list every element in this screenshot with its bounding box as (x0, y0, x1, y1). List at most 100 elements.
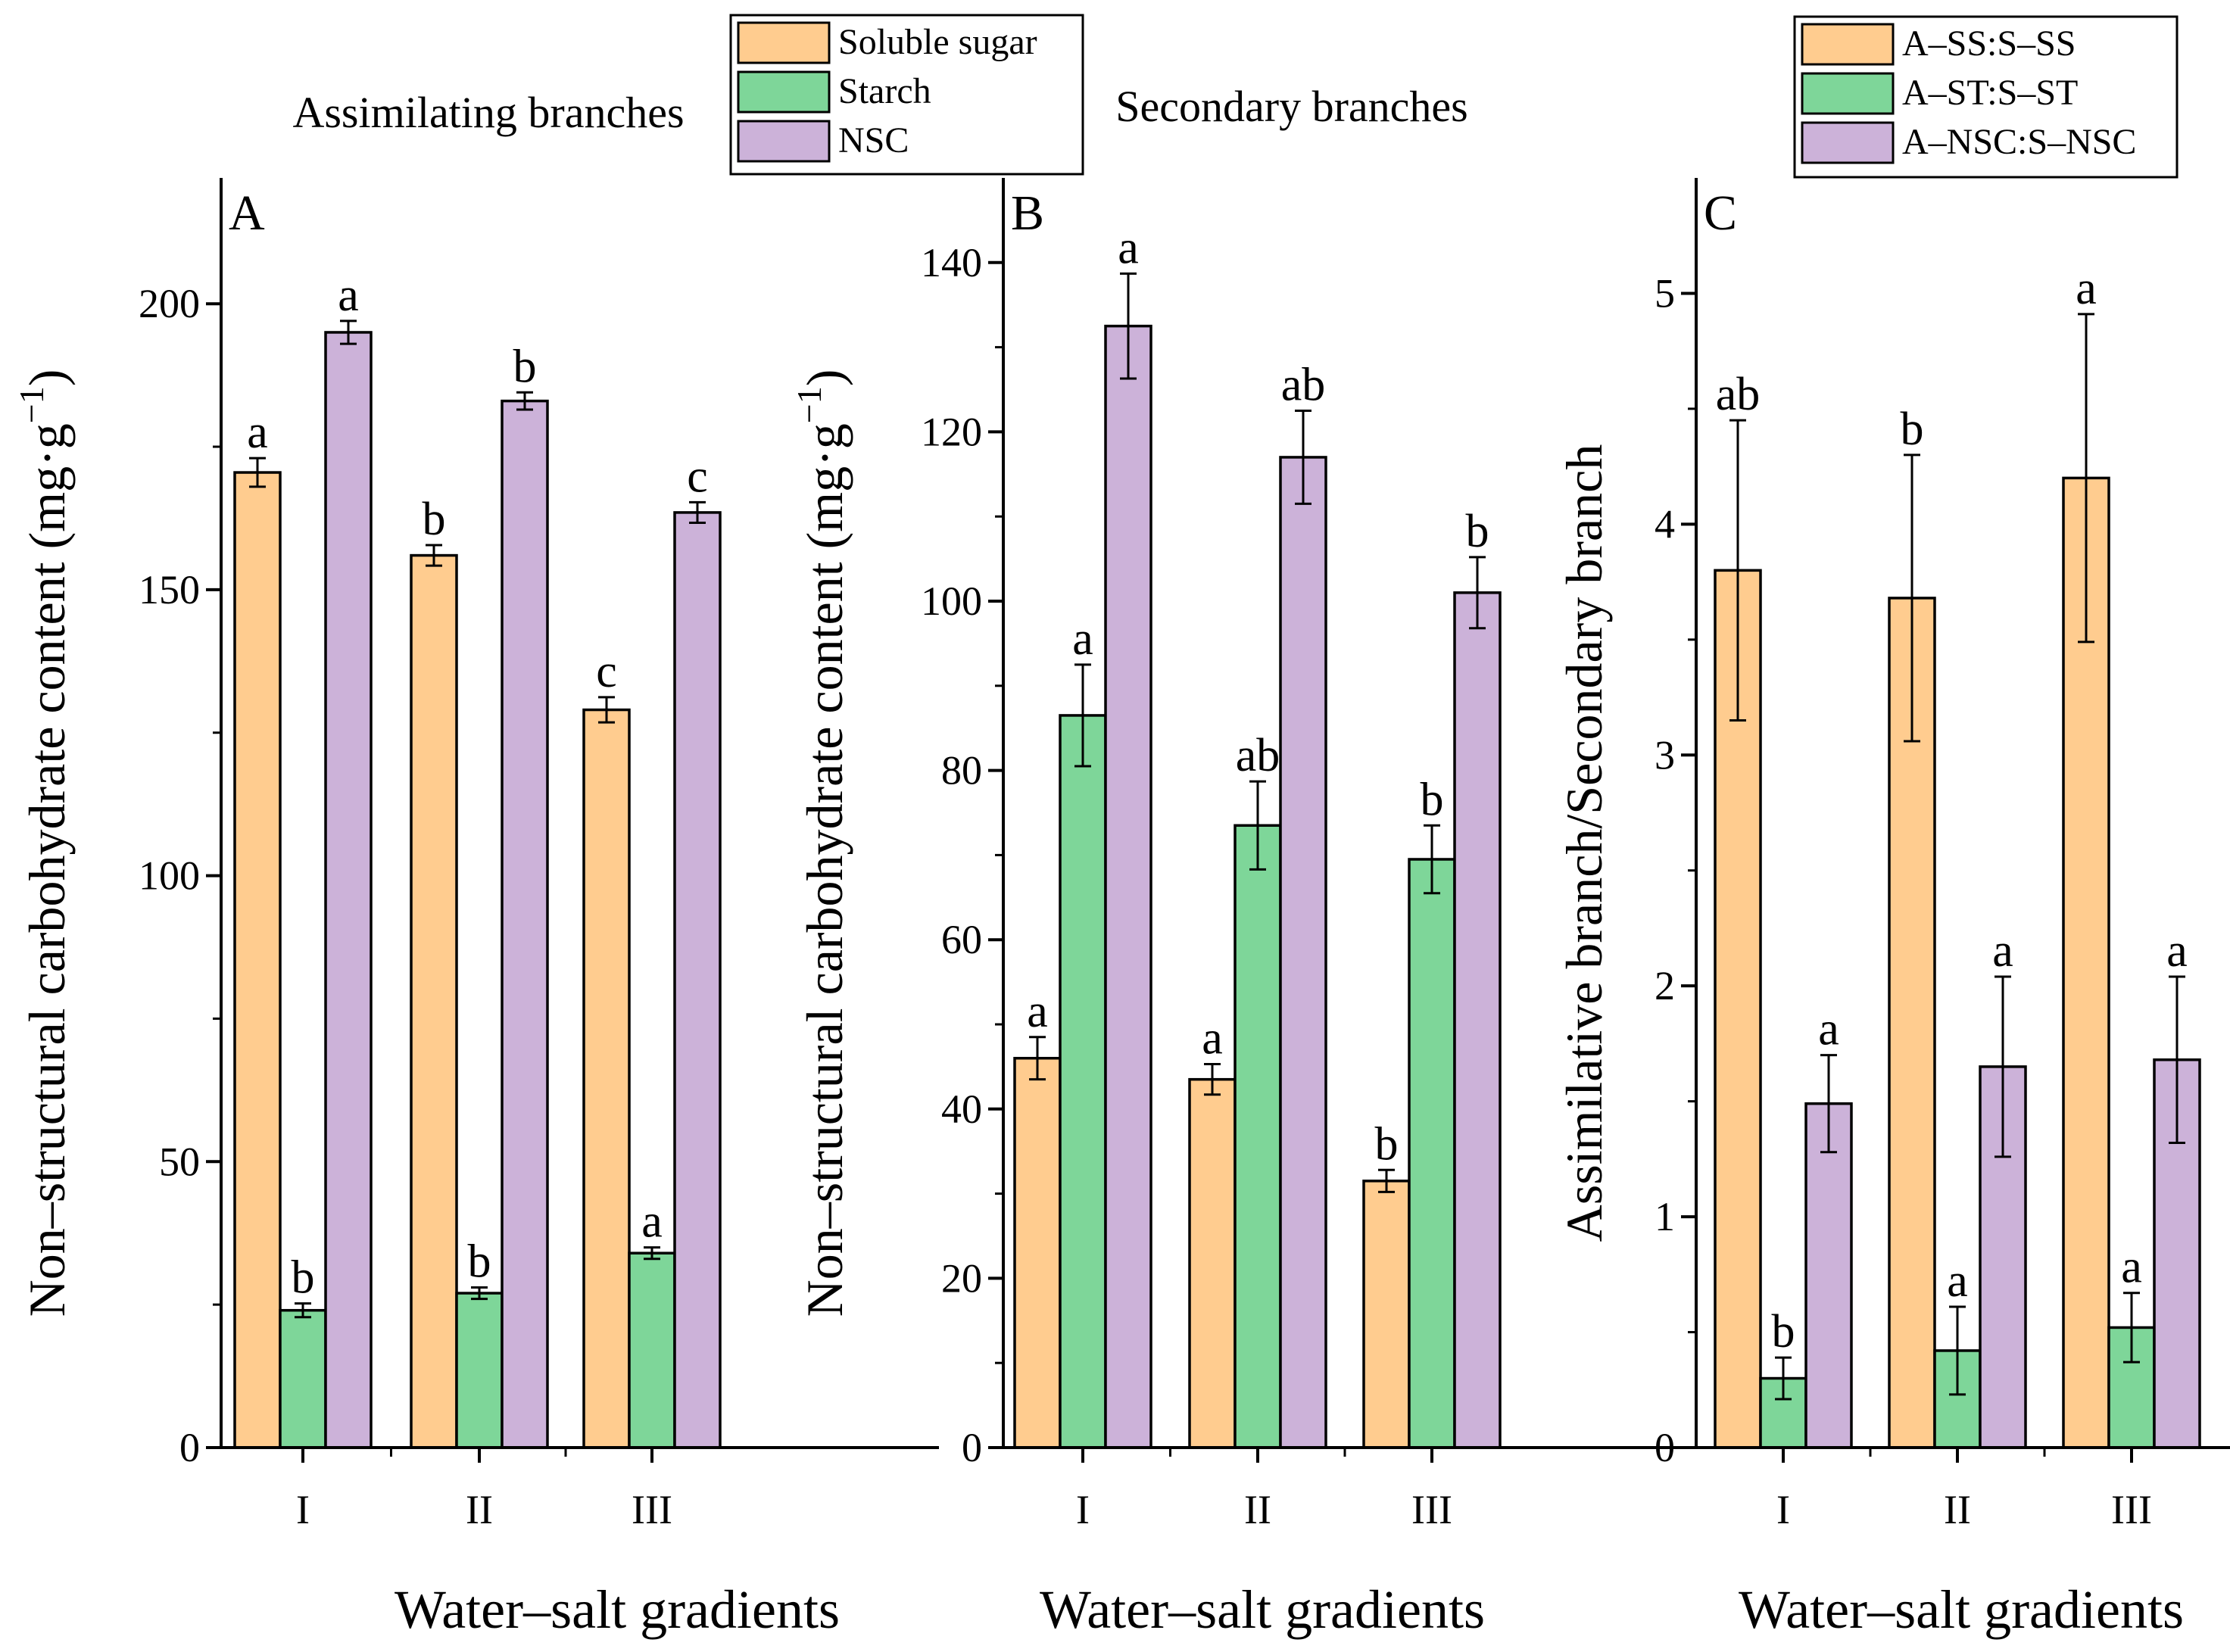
y-tick-label: 20 (941, 1255, 982, 1301)
y-axis-label: Non–structural carbohydrate content (mg·… (790, 369, 853, 1317)
y-tick-label: 50 (159, 1139, 200, 1184)
x-axis-label: Water–salt gradients (1040, 1579, 1485, 1640)
y-axis-label: Non–structural carbohydrate content (mg·… (12, 369, 76, 1317)
y-tick-label: 120 (921, 409, 982, 454)
y-tick-label: 2 (1655, 963, 1675, 1008)
bar-soluble-sugar-iii (582, 708, 631, 1449)
bar-soluble-sugar-ii (410, 553, 458, 1449)
x-tick-label: I (1776, 1487, 1790, 1532)
significance-letter: a (1072, 613, 1093, 665)
error-bar (249, 457, 266, 488)
bar-nsc-i (324, 331, 373, 1449)
y-axis-label: Assimilative branch/Secondary branch (1555, 444, 1613, 1242)
error-bar (689, 500, 706, 525)
significance-letter: b (468, 1236, 491, 1287)
x-tick-label: I (296, 1487, 310, 1532)
significance-letter: a (2076, 263, 2097, 314)
significance-letter: a (338, 270, 359, 321)
x-tick-label: II (466, 1487, 493, 1532)
significance-letter: a (1818, 1004, 1839, 1055)
y-tick-label: 4 (1655, 501, 1675, 547)
x-axis-label: Water–salt gradients (395, 1579, 840, 1640)
error-bar (1775, 1356, 1792, 1401)
legend-label: Starch (838, 71, 931, 111)
error-bar (1729, 419, 1746, 722)
error-bar (1029, 1036, 1046, 1081)
bar-soluble-sugar-iii (1362, 1180, 1411, 1449)
error-bar (471, 1286, 488, 1301)
legend-panel-c: A–SS:S–SS A–ST:S–ST A–NSC:S–NSC (1793, 15, 2179, 179)
error-bar (1949, 1305, 1966, 1396)
significance-letter: b (1901, 404, 1924, 455)
y-tick-label: 5 (1655, 270, 1675, 316)
error-bar (1204, 1063, 1221, 1096)
legend-label: Soluble sugar (838, 22, 1037, 62)
error-bar (1378, 1168, 1395, 1193)
y-tick-label: 200 (139, 281, 200, 326)
x-tick-label: III (1411, 1487, 1452, 1532)
legend-panel-a: Soluble sugar Starch NSC (729, 14, 1084, 176)
y-tick-label: 80 (941, 748, 982, 793)
significance-letter: c (596, 646, 617, 697)
y-tick-label: 0 (179, 1425, 200, 1470)
bar-a-nsc-s-nsc-i (1804, 1102, 1853, 1449)
y-tick-label: 3 (1655, 732, 1675, 778)
significance-letter: a (1947, 1255, 1968, 1307)
x-tick-label: III (2111, 1487, 2152, 1532)
bar-nsc-iii (1453, 591, 1502, 1449)
error-bar (1469, 556, 1486, 630)
legend-swatch (737, 70, 831, 114)
significance-letter: c (687, 450, 708, 502)
y-tick-label: 0 (1655, 1425, 1675, 1470)
error-bar (598, 696, 615, 724)
y-axis-label-superscript: −1 (790, 386, 828, 423)
x-axis-label: Water–salt gradients (1739, 1579, 2184, 1640)
significance-letter: b (1772, 1306, 1795, 1357)
legend-swatch (1801, 23, 1895, 66)
y-axis-label-close: ) (796, 369, 853, 387)
bar-soluble-sugar-i (233, 471, 282, 1449)
y-axis-label-text: Non–structural carbohydrate content (mg·… (18, 423, 76, 1317)
bar-nsc-ii (1279, 456, 1327, 1449)
significance-letter: a (1992, 925, 2013, 977)
error-bar (1120, 272, 1137, 380)
error-bar (1820, 1054, 1837, 1154)
x-tick-label: I (1076, 1487, 1090, 1532)
significance-letter: b (292, 1252, 315, 1304)
error-bar (1904, 454, 1920, 743)
error-bar (1074, 663, 1091, 768)
panel-subtitle: Assimilating branches (292, 88, 684, 137)
panel-subtitle: Secondary branches (1115, 82, 1467, 131)
x-tick-label: II (1944, 1487, 1971, 1532)
significance-letter: b (1466, 506, 1489, 557)
y-tick-label: 100 (139, 853, 200, 899)
x-tick-label: II (1244, 1487, 1271, 1532)
bar-starch-ii (1234, 824, 1282, 1449)
y-tick-label: 140 (921, 240, 982, 285)
significance-letter: ab (1716, 369, 1761, 420)
bar-nsc-iii (673, 511, 722, 1449)
error-bar (2123, 1292, 2140, 1364)
y-tick-label: 40 (941, 1086, 982, 1132)
y-tick-label: 150 (139, 567, 200, 612)
legend-label: A–NSC:S–NSC (1902, 122, 2136, 162)
bar-nsc-ii (501, 399, 549, 1449)
significance-letter: b (423, 494, 446, 545)
y-tick-label: 0 (962, 1425, 982, 1470)
bar-nsc-i (1104, 324, 1152, 1449)
bar-soluble-sugar-i (1013, 1056, 1062, 1449)
error-bar (644, 1246, 660, 1261)
significance-letter: a (247, 407, 268, 458)
significance-letter: b (1421, 774, 1444, 825)
legend-label: A–SS:S–SS (1902, 23, 2076, 64)
y-tick-label: 100 (921, 578, 982, 624)
significance-letter: a (1118, 222, 1139, 273)
bar-starch-iii (1408, 858, 1456, 1449)
y-axis-label-superscript: −1 (12, 386, 51, 423)
significance-letter: a (641, 1196, 663, 1248)
y-axis-label-text: Non–structural carbohydrate content (mg·… (796, 423, 853, 1317)
